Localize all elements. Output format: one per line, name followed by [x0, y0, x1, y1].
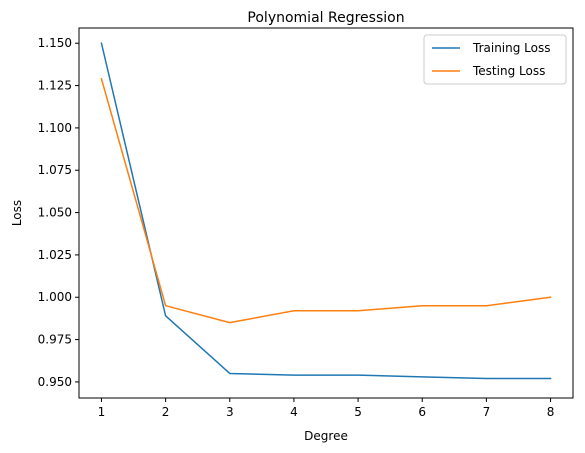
x-axis: 1 2 3 4 5 6 7 8 [98, 398, 555, 419]
y-axis: 0.950 0.975 1.000 1.025 1.050 1.075 1.100 1.125… [38, 36, 79, 389]
x-axis-label: Degree [304, 429, 348, 443]
y-tick-label: 1.025 [38, 248, 72, 262]
legend-label-training-loss: Training Loss [472, 41, 550, 55]
x-tick-label: 3 [226, 405, 234, 419]
x-tick-label: 1 [98, 405, 106, 419]
y-tick-label: 0.975 [38, 333, 72, 347]
x-tick-label: 5 [354, 405, 362, 419]
x-tick-label: 8 [547, 405, 555, 419]
y-tick-label: 1.075 [38, 163, 72, 177]
y-tick-label: 1.100 [38, 121, 72, 135]
legend-label-testing-loss: Testing Loss [472, 64, 545, 78]
x-tick-label: 6 [418, 405, 426, 419]
y-tick-label: 1.050 [38, 206, 72, 220]
y-axis-label: Loss [10, 200, 24, 226]
x-tick-label: 7 [483, 405, 491, 419]
x-tick-label: 2 [162, 405, 170, 419]
x-tick-label: 4 [290, 405, 298, 419]
series-line-testing-loss [100, 77, 552, 324]
y-tick-label: 0.950 [38, 375, 72, 389]
y-tick-label: 1.125 [38, 79, 72, 93]
series-line-training-loss [100, 42, 552, 380]
y-tick-label: 1.000 [38, 290, 72, 304]
y-tick-label: 1.150 [38, 36, 72, 50]
plot-area [100, 42, 552, 380]
legend: Training Loss Testing Loss [423, 34, 567, 85]
chart-title: Polynomial Regression [247, 10, 404, 26]
